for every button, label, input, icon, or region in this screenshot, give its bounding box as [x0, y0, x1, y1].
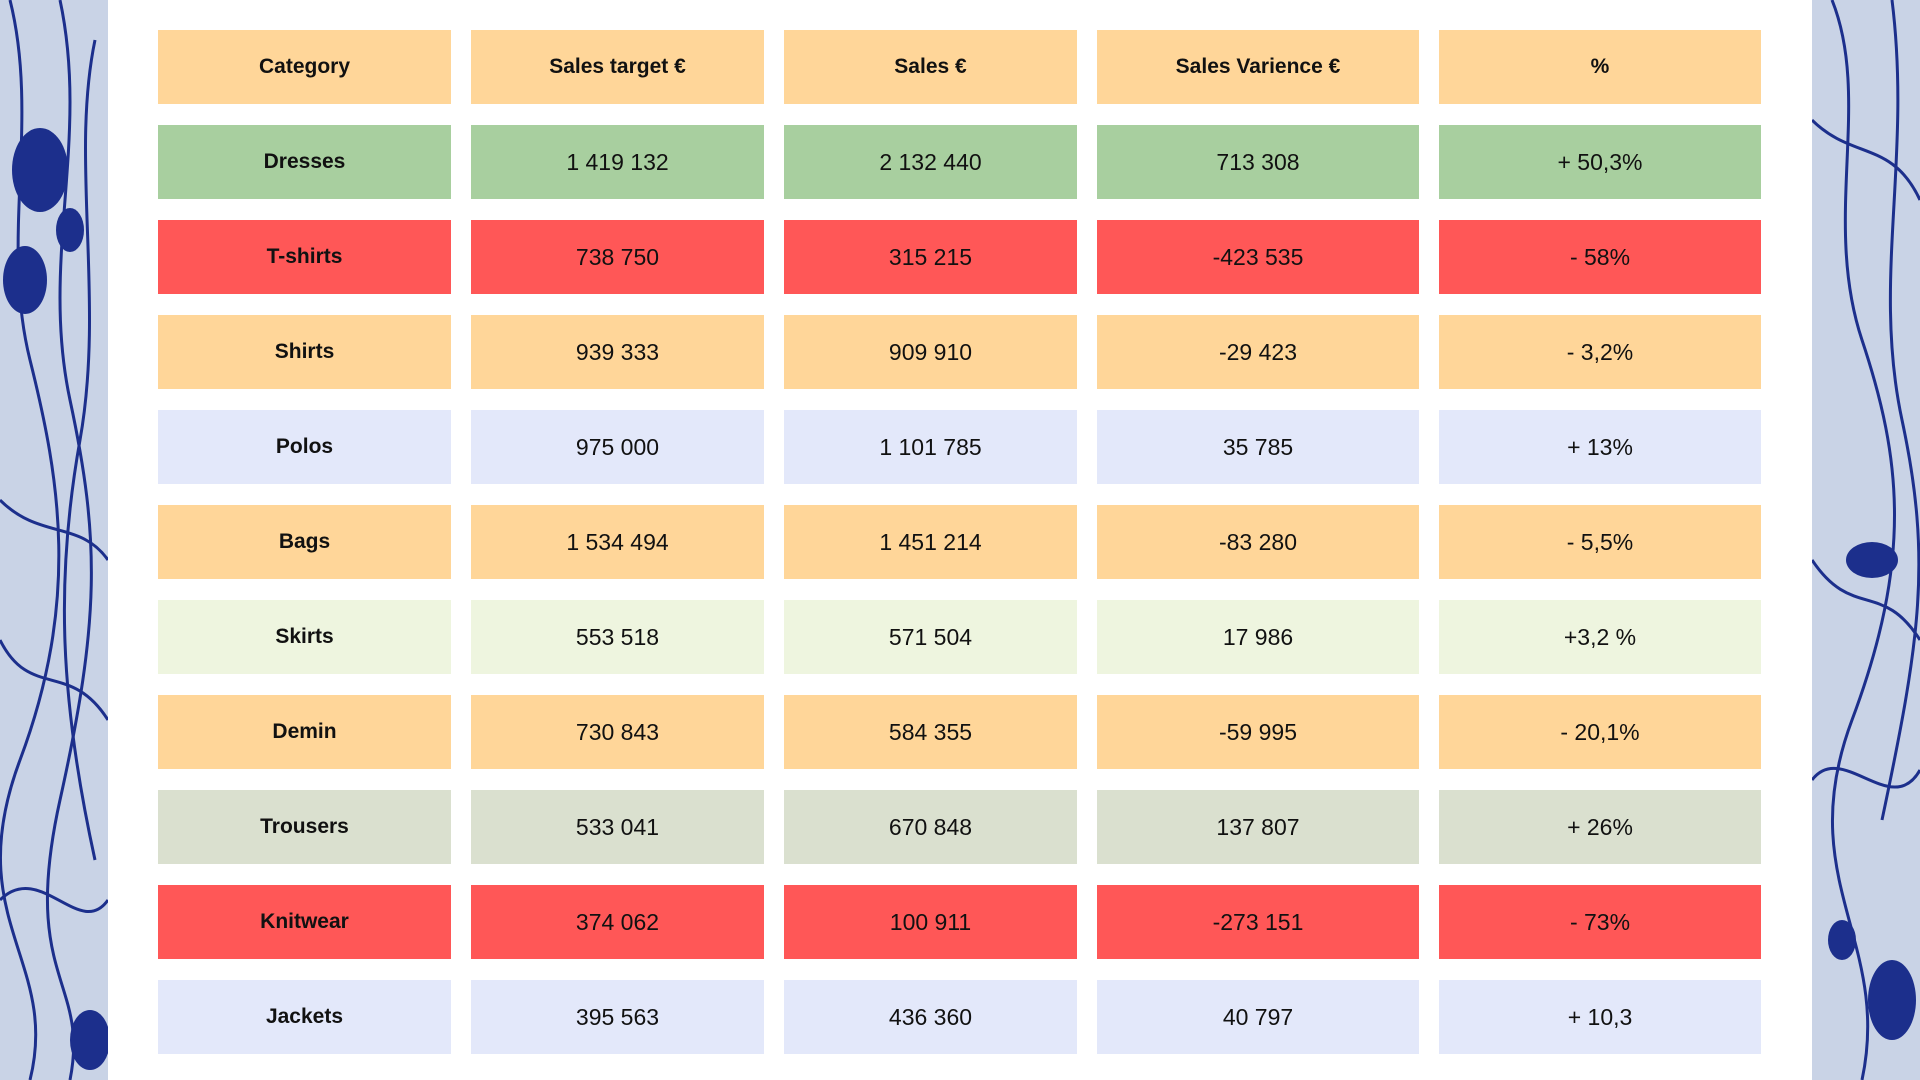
- sales-variance-cell: -83 280: [1097, 505, 1419, 579]
- category-cell: Demin: [158, 695, 451, 769]
- floral-pattern-left: [0, 0, 108, 1080]
- floral-pattern-right: [1812, 0, 1920, 1080]
- category-cell: Bags: [158, 505, 451, 579]
- sales-variance-cell: -423 535: [1097, 220, 1419, 294]
- sales-target-cell: 1 419 132: [471, 125, 764, 199]
- sales-variance-cell: -273 151: [1097, 885, 1419, 959]
- category-cell: Jackets: [158, 980, 451, 1054]
- header-percent: %: [1439, 30, 1761, 104]
- category-cell: Skirts: [158, 600, 451, 674]
- percent-cell: - 5,5%: [1439, 505, 1761, 579]
- sales-target-cell: 553 518: [471, 600, 764, 674]
- sales-cell: 909 910: [784, 315, 1077, 389]
- sales-target-cell: 730 843: [471, 695, 764, 769]
- sales-variance-cell: -59 995: [1097, 695, 1419, 769]
- category-cell: Dresses: [158, 125, 451, 199]
- sales-target-cell: 738 750: [471, 220, 764, 294]
- sales-target-cell: 939 333: [471, 315, 764, 389]
- sales-cell: 584 355: [784, 695, 1077, 769]
- sales-target-cell: 374 062: [471, 885, 764, 959]
- sales-variance-cell: 35 785: [1097, 410, 1419, 484]
- sales-variance-cell: 137 807: [1097, 790, 1419, 864]
- percent-cell: +3,2 %: [1439, 600, 1761, 674]
- sales-target-cell: 395 563: [471, 980, 764, 1054]
- sales-cell: 100 911: [784, 885, 1077, 959]
- sales-variance-cell: 40 797: [1097, 980, 1419, 1054]
- header-sales: Sales €: [784, 30, 1077, 104]
- percent-cell: - 3,2%: [1439, 315, 1761, 389]
- sales-cell: 571 504: [784, 600, 1077, 674]
- sales-cell: 2 132 440: [784, 125, 1077, 199]
- sales-table: Category Sales target € Sales € Sales Va…: [158, 30, 1761, 1054]
- sales-target-cell: 533 041: [471, 790, 764, 864]
- percent-cell: - 20,1%: [1439, 695, 1761, 769]
- sales-target-cell: 975 000: [471, 410, 764, 484]
- percent-cell: - 58%: [1439, 220, 1761, 294]
- header-sales-target: Sales target €: [471, 30, 764, 104]
- sales-variance-cell: -29 423: [1097, 315, 1419, 389]
- sales-cell: 436 360: [784, 980, 1077, 1054]
- percent-cell: - 73%: [1439, 885, 1761, 959]
- percent-cell: + 13%: [1439, 410, 1761, 484]
- sales-target-cell: 1 534 494: [471, 505, 764, 579]
- category-cell: Shirts: [158, 315, 451, 389]
- sales-cell: 315 215: [784, 220, 1077, 294]
- sales-cell: 1 101 785: [784, 410, 1077, 484]
- sales-variance-cell: 17 986: [1097, 600, 1419, 674]
- header-category: Category: [158, 30, 451, 104]
- floral-pattern-left-art: [0, 0, 108, 1080]
- category-cell: Trousers: [158, 790, 451, 864]
- percent-cell: + 50,3%: [1439, 125, 1761, 199]
- sales-cell: 670 848: [784, 790, 1077, 864]
- category-cell: T-shirts: [158, 220, 451, 294]
- header-sales-variance: Sales Varience €: [1097, 30, 1419, 104]
- percent-cell: + 26%: [1439, 790, 1761, 864]
- floral-pattern-right-art: [1812, 0, 1920, 1080]
- percent-cell: + 10,3: [1439, 980, 1761, 1054]
- sales-variance-cell: 713 308: [1097, 125, 1419, 199]
- sales-cell: 1 451 214: [784, 505, 1077, 579]
- category-cell: Polos: [158, 410, 451, 484]
- category-cell: Knitwear: [158, 885, 451, 959]
